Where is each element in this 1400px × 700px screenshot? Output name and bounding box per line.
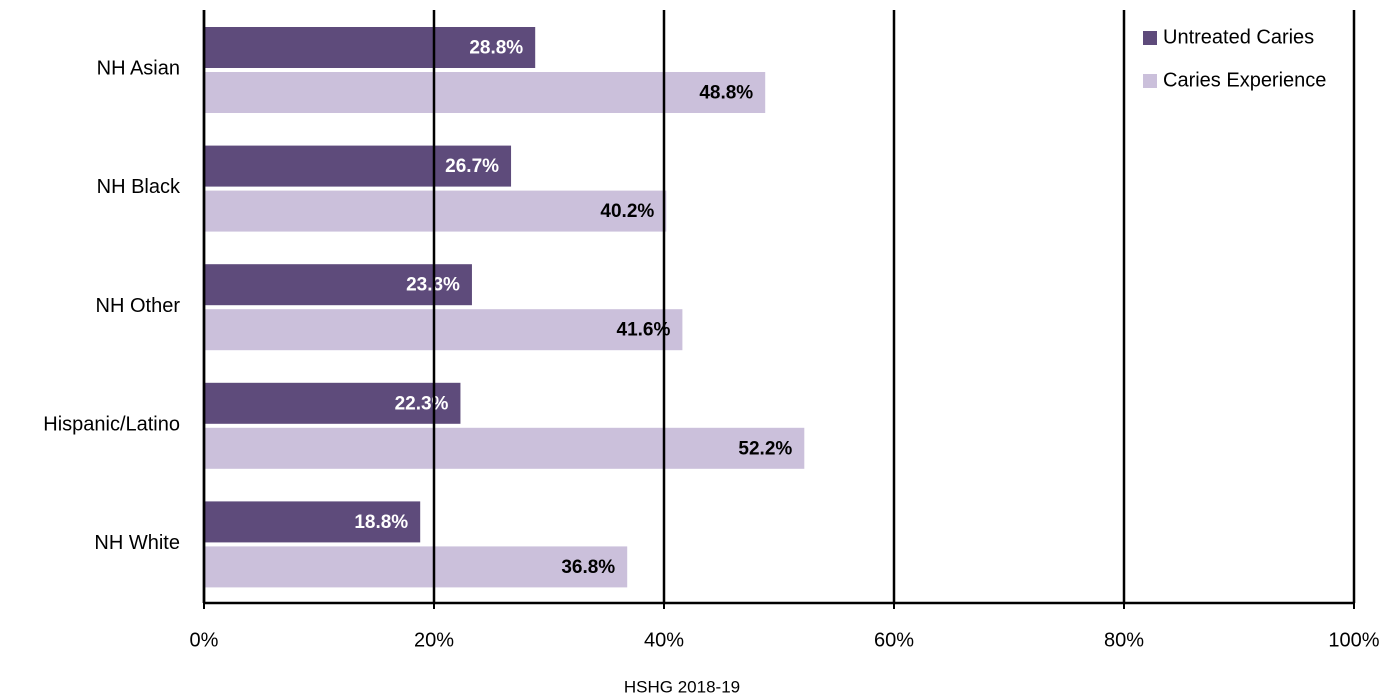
x-tick-label: 100% [1328, 629, 1379, 651]
bar [204, 427, 805, 469]
value-label: 22.3% [395, 393, 449, 414]
bar [204, 309, 683, 351]
x-tick-label: 0% [190, 629, 219, 651]
y-tick-label: NH White [94, 532, 180, 554]
bar [204, 145, 512, 187]
value-label: 48.8% [699, 83, 753, 104]
x-tick-label: 40% [644, 629, 684, 651]
bar [204, 501, 421, 543]
value-label: 36.8% [561, 557, 615, 578]
bar [204, 264, 472, 306]
value-label: 41.6% [617, 320, 671, 341]
y-tick-label: NH Other [96, 295, 181, 317]
x-tick-label: 80% [1104, 629, 1144, 651]
value-label: 18.8% [354, 512, 408, 533]
x-axis-label: HSHG 2018-19 [624, 677, 740, 696]
bar [204, 382, 461, 424]
value-label: 40.2% [600, 201, 654, 222]
x-tick-label: 60% [874, 629, 914, 651]
legend-swatch [1143, 31, 1157, 45]
x-tick-label: 20% [414, 629, 454, 651]
y-tick-label: Hispanic/Latino [43, 413, 180, 435]
bar [204, 27, 536, 68]
value-label: 28.8% [469, 38, 523, 59]
value-label: 52.2% [738, 438, 792, 459]
bar [204, 546, 628, 588]
legend-swatch [1143, 74, 1157, 88]
value-label: 26.7% [445, 156, 499, 177]
y-tick-label: NH Black [97, 176, 181, 198]
bar [204, 72, 766, 113]
legend-label: Untreated Caries [1163, 26, 1314, 48]
legend-label: Caries Experience [1163, 69, 1326, 91]
y-tick-label: NH Asian [97, 58, 180, 80]
